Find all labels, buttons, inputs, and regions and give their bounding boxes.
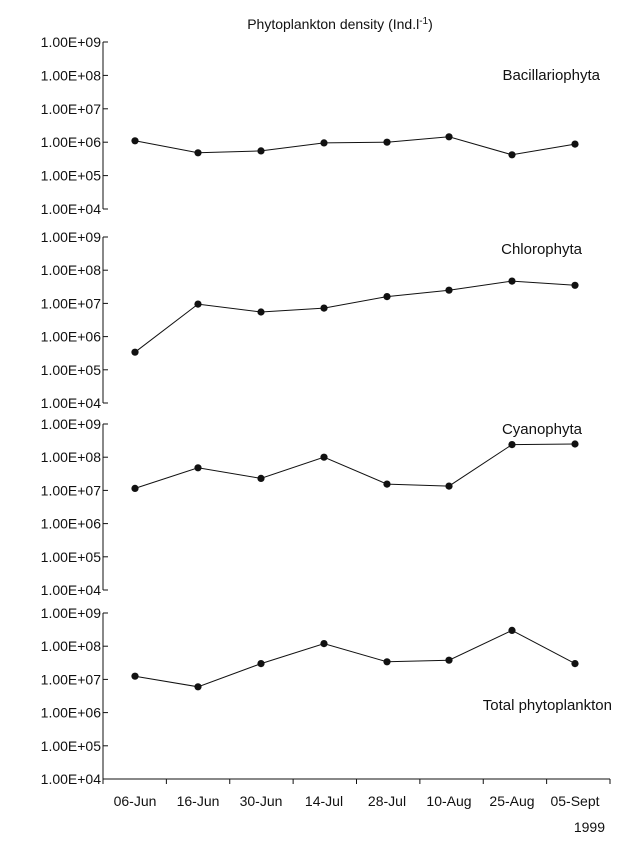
y-tick-label: 1.00E+04 xyxy=(41,582,102,598)
data-point xyxy=(320,305,327,312)
data-point xyxy=(445,483,452,490)
x-tick-label: 05-Sept xyxy=(550,793,599,809)
data-point xyxy=(383,481,390,488)
x-tick-label: 06-Jun xyxy=(114,793,157,809)
data-point xyxy=(257,308,264,315)
y-tick-label: 1.00E+05 xyxy=(41,168,102,184)
x-axis-label: 1999 xyxy=(574,819,605,835)
y-tick-label: 1.00E+06 xyxy=(41,134,102,150)
x-tick-label: 28-Jul xyxy=(368,793,406,809)
data-point xyxy=(445,287,452,294)
data-point xyxy=(383,293,390,300)
data-point xyxy=(131,349,138,356)
chart-title: Phytoplankton density (Ind.l-1) xyxy=(247,16,433,32)
data-point xyxy=(571,660,578,667)
panel-3: 1.00E+09 1.00E+08 1.00E+07 1.00E+06 1.00E+05… xyxy=(41,416,583,598)
panel-4: 1.00E+09 1.00E+08 1.00E+07 1.00E+06 1.00E+05… xyxy=(41,605,612,787)
panel-label: Total phytoplankton xyxy=(483,697,612,714)
panel-1: 1.00E+09 1.00E+08 1.00E+07 1.00E+06 1.00E+05… xyxy=(41,34,601,217)
data-point xyxy=(383,658,390,665)
x-tick-label: 14-Jul xyxy=(305,793,343,809)
y-tick-label: 1.00E+06 xyxy=(41,329,102,345)
x-axis: 06-Jun 16-Jun 30-Jun 14-Jul 28-Jul 10-Aug 25-A… xyxy=(103,779,610,809)
data-point xyxy=(257,147,264,154)
data-point xyxy=(508,441,515,448)
y-tick-label: 1.00E+05 xyxy=(41,362,102,378)
data-point xyxy=(131,673,138,680)
y-tick-label: 1.00E+05 xyxy=(41,549,102,565)
y-tick-label: 1.00E+09 xyxy=(41,229,102,245)
x-tick-label: 10-Aug xyxy=(426,793,471,809)
data-point xyxy=(131,137,138,144)
data-point xyxy=(571,141,578,148)
data-point xyxy=(383,139,390,146)
data-point xyxy=(320,640,327,647)
y-tick-label: 1.00E+05 xyxy=(41,738,102,754)
y-tick-label: 1.00E+07 xyxy=(41,295,102,311)
panel-label: Cyanophyta xyxy=(502,421,583,438)
y-tick-label: 1.00E+08 xyxy=(41,449,102,465)
y-tick-label: 1.00E+07 xyxy=(41,671,102,687)
data-point xyxy=(508,627,515,634)
y-tick-label: 1.00E+08 xyxy=(41,67,102,83)
data-point xyxy=(508,151,515,158)
y-tick-label: 1.00E+08 xyxy=(41,262,102,278)
y-tick-label: 1.00E+09 xyxy=(41,34,102,50)
panel-label: Bacillariophyta xyxy=(502,67,600,84)
y-tick-label: 1.00E+04 xyxy=(41,395,102,411)
data-point xyxy=(571,440,578,447)
data-point xyxy=(257,475,264,482)
y-tick-label: 1.00E+04 xyxy=(41,201,102,217)
x-tick-label: 16-Jun xyxy=(177,793,220,809)
x-tick-label: 30-Jun xyxy=(240,793,283,809)
data-point xyxy=(194,464,201,471)
data-point xyxy=(508,278,515,285)
data-point xyxy=(445,133,452,140)
y-tick-label: 1.00E+07 xyxy=(41,482,102,498)
y-tick-label: 1.00E+09 xyxy=(41,416,102,432)
data-point xyxy=(194,149,201,156)
panel-2: 1.00E+09 1.00E+08 1.00E+07 1.00E+06 1.00E+05… xyxy=(41,229,583,411)
y-tick-label: 1.00E+06 xyxy=(41,705,102,721)
data-point xyxy=(320,139,327,146)
y-tick-label: 1.00E+07 xyxy=(41,101,102,117)
data-point xyxy=(194,683,201,690)
data-point xyxy=(194,301,201,308)
y-tick-label: 1.00E+08 xyxy=(41,638,102,654)
data-point xyxy=(445,657,452,664)
data-point xyxy=(320,454,327,461)
series-line xyxy=(135,281,575,352)
y-tick-label: 1.00E+09 xyxy=(41,605,102,621)
panel-label: Chlorophyta xyxy=(501,241,583,258)
x-tick-label: 25-Aug xyxy=(489,793,534,809)
y-tick-label: 1.00E+06 xyxy=(41,516,102,532)
y-tick-label: 1.00E+04 xyxy=(41,771,102,787)
data-point xyxy=(571,282,578,289)
data-point xyxy=(131,485,138,492)
series-line xyxy=(135,630,575,686)
chart-panels: 1.00E+09 1.00E+08 1.00E+07 1.00E+06 1.00E+05… xyxy=(41,34,612,787)
data-point xyxy=(257,660,264,667)
